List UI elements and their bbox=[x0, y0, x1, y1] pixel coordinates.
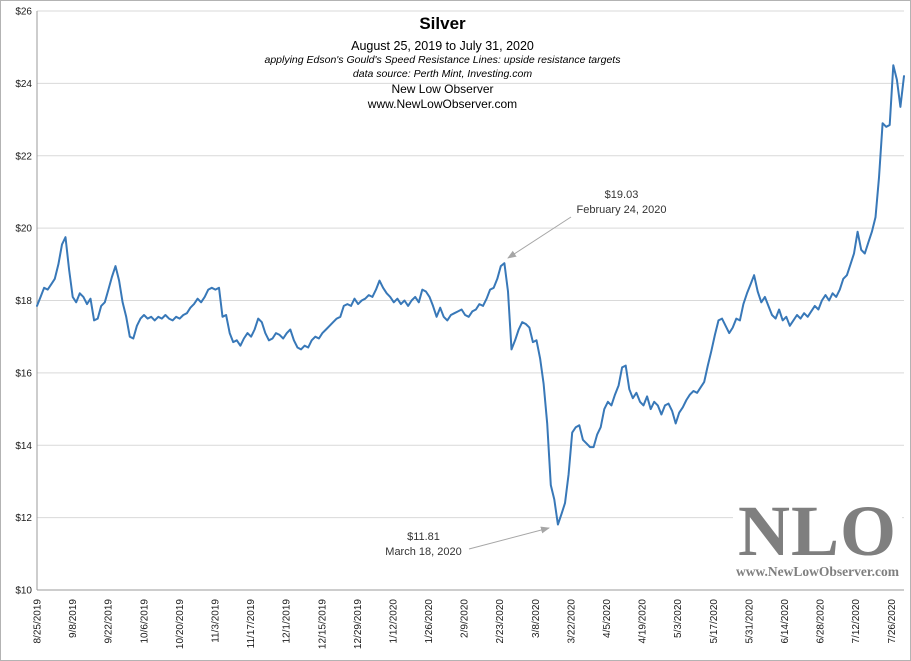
x-tick-label: 9/22/2019 bbox=[104, 599, 115, 644]
y-tick-label: $22 bbox=[15, 151, 32, 162]
nlo-logo: NLO www.NewLowObserver.com bbox=[733, 491, 902, 581]
x-tick-label: 5/17/2020 bbox=[709, 599, 720, 644]
x-tick-label: 6/14/2020 bbox=[780, 599, 791, 644]
x-tick-label: 5/3/2020 bbox=[673, 599, 684, 638]
x-tick-label: 12/15/2019 bbox=[317, 599, 328, 649]
annotation-mar-low: $11.81 March 18, 2020 bbox=[361, 530, 486, 560]
annotation-feb-peak: $19.03 February 24, 2020 bbox=[559, 188, 684, 218]
x-tick-label: 3/8/2020 bbox=[531, 599, 542, 638]
x-tick-label: 3/22/2020 bbox=[566, 599, 577, 644]
y-tick-label: $16 bbox=[15, 368, 32, 379]
y-tick-label: $10 bbox=[15, 586, 32, 597]
x-tick-label: 10/6/2019 bbox=[139, 599, 150, 644]
x-tick-label: 9/8/2019 bbox=[68, 599, 79, 638]
x-tick-label: 4/5/2020 bbox=[602, 599, 613, 638]
x-tick-label: 2/9/2020 bbox=[460, 599, 471, 638]
x-tick-label: 12/1/2019 bbox=[282, 599, 293, 644]
x-tick-label: 2/23/2020 bbox=[495, 599, 506, 644]
x-tick-label: 11/17/2019 bbox=[246, 599, 257, 649]
x-tick-label: 5/31/2020 bbox=[744, 599, 755, 644]
y-tick-label: $14 bbox=[15, 441, 32, 452]
nlo-logo-url: www.NewLowObserver.com bbox=[736, 564, 899, 580]
annotation-arrow bbox=[468, 526, 550, 550]
x-tick-label: 1/26/2020 bbox=[424, 599, 435, 644]
nlo-logo-text: NLO bbox=[737, 491, 898, 571]
x-tick-label: 6/28/2020 bbox=[816, 599, 827, 644]
annotation-price: $11.81 bbox=[407, 531, 440, 543]
y-tick-label: $26 bbox=[15, 7, 32, 18]
annotation-price: $19.03 bbox=[604, 189, 639, 201]
x-tick-label: 12/29/2019 bbox=[353, 599, 364, 649]
price-line bbox=[36, 64, 905, 526]
annotation-date: March 18, 2020 bbox=[385, 545, 462, 558]
x-tick-label: 7/12/2020 bbox=[851, 599, 862, 644]
x-tick-label: 11/3/2019 bbox=[210, 599, 221, 643]
y-tick-label: $18 bbox=[15, 296, 32, 307]
x-tick-label: 8/25/2019 bbox=[33, 599, 44, 644]
y-tick-label: $24 bbox=[15, 79, 32, 90]
annotation-date: February 24, 2020 bbox=[576, 203, 667, 216]
annotation-arrow bbox=[507, 216, 572, 259]
y-tick-label: $12 bbox=[15, 513, 32, 524]
y-tick-label: $20 bbox=[15, 224, 32, 235]
x-tick-label: 7/26/2020 bbox=[887, 599, 898, 644]
x-tick-label: 1/12/2020 bbox=[388, 599, 399, 644]
x-tick-label: 4/19/2020 bbox=[638, 599, 649, 644]
x-tick-label: 10/20/2019 bbox=[175, 599, 186, 649]
